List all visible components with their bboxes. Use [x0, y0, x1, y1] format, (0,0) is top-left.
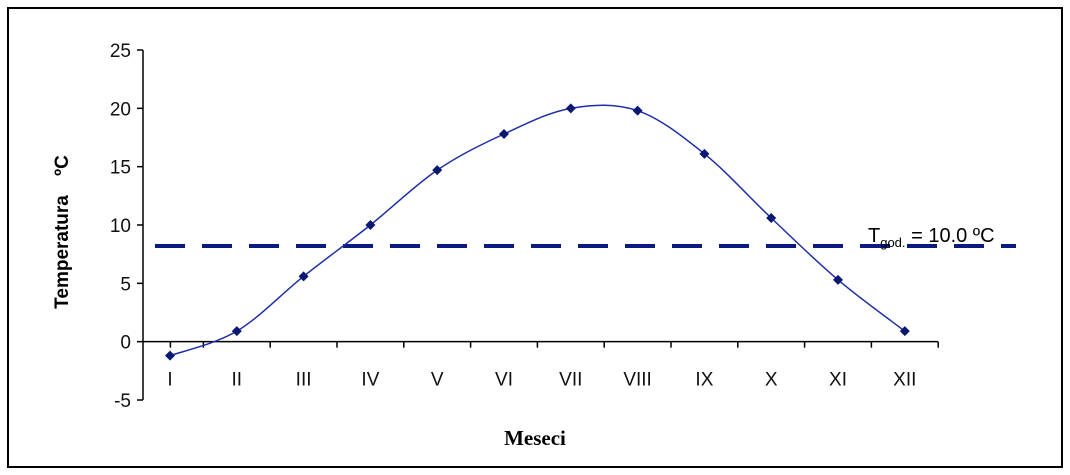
series-group: [165, 103, 910, 361]
x-tick-label: III: [296, 370, 312, 391]
reference-label-rest: = 10.0 ºC: [906, 225, 995, 247]
reference-line-label: Tgod. = 10.0 ºC: [868, 225, 995, 250]
reference-label-subscript: god.: [880, 235, 905, 250]
x-tick-label: V: [431, 370, 444, 391]
x-tick-label: XI: [829, 370, 847, 391]
x-axis-label: Meseci: [504, 426, 566, 450]
y-tick-label: 0: [120, 333, 131, 354]
x-tick-label: VIII: [623, 370, 652, 391]
data-point: [231, 326, 242, 337]
y-tick-label: 10: [110, 216, 131, 237]
data-point: [298, 271, 309, 282]
x-tick-label: IX: [695, 370, 713, 391]
y-tick-label: -5: [114, 391, 131, 412]
x-tick-label: II: [232, 370, 243, 391]
data-point: [899, 326, 910, 337]
data-point: [766, 213, 777, 223]
x-tick-label: VII: [559, 370, 582, 391]
series-line: [169, 104, 906, 357]
y-tick-label: 15: [110, 158, 131, 179]
data-point: [365, 220, 376, 230]
x-tick-label: I: [167, 370, 172, 391]
data-point: [432, 165, 443, 176]
x-tick-label: XII: [893, 370, 916, 391]
y-tick-label: 25: [110, 41, 131, 62]
data-point: [699, 148, 710, 159]
chart-frame: [7, 7, 1063, 468]
x-tick-label: X: [765, 370, 778, 391]
y-axis-label-unit: ºC: [52, 155, 73, 176]
data-point: [165, 350, 175, 361]
y-axis-label-text: Temperatura: [52, 195, 73, 309]
data-point: [632, 105, 643, 116]
reference-label-main: T: [868, 225, 880, 247]
data-point: [833, 274, 843, 285]
data-point: [499, 129, 509, 139]
x-tick-label: VI: [495, 370, 513, 391]
x-tick-label: IV: [361, 370, 379, 391]
y-axis-ticks: -5 0 5 10 15 20 25: [110, 41, 143, 412]
y-tick-label: 5: [120, 274, 131, 295]
data-point: [565, 103, 576, 114]
y-axis-label: Temperatura ºC: [52, 155, 73, 309]
y-tick-label: 20: [110, 99, 131, 120]
